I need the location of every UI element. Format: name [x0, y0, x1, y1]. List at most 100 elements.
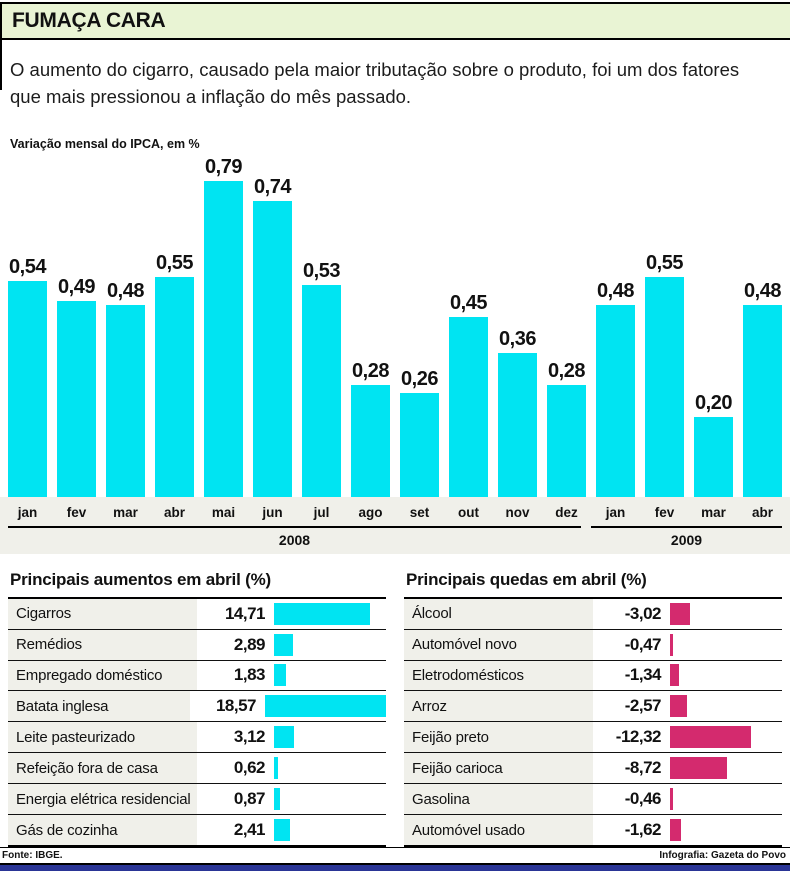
row-label: Feijão carioca [404, 753, 593, 784]
bar-value-label: 0,55 [646, 251, 683, 274]
row-bar-zone [661, 661, 782, 691]
intro-text: O aumento do cigarro, causado pela maior… [10, 59, 740, 107]
ipca-bar [645, 276, 684, 497]
row-bar-zone [661, 630, 782, 660]
row-bar-zone [265, 722, 386, 752]
ipca-bar [351, 384, 390, 497]
row-bar [670, 819, 681, 842]
row-value: -8,72 [624, 758, 662, 778]
row-bar [274, 726, 294, 749]
ipca-bar [8, 280, 47, 497]
row-label: Leite pasteurizado [8, 722, 197, 753]
bar-column: 0,49 [57, 153, 96, 497]
month-label: ago [358, 504, 383, 520]
row-bar-zone [661, 784, 782, 814]
source-credit: Fonte: IBGE. [2, 850, 63, 861]
row-value: 2,89 [233, 634, 266, 654]
row-bar [274, 633, 293, 656]
month-label: abr [751, 504, 773, 520]
row-label: Gasolina [404, 784, 593, 815]
table-row: Feijão carioca -8,72 [404, 752, 782, 784]
month-label: nov [505, 504, 530, 520]
row-bar-zone [265, 599, 386, 629]
row-label: Automóvel usado [404, 815, 593, 845]
bar-value-label: 0,79 [205, 155, 242, 178]
bar-value-label: 0,26 [401, 367, 438, 390]
bar-value-label: 0,49 [58, 275, 95, 298]
row-bar [670, 757, 727, 780]
month-label: set [409, 504, 430, 520]
increases-title: Principais aumentos em abril (%) [10, 569, 271, 589]
row-value: 1,83 [233, 665, 266, 685]
ipca-bar [596, 304, 635, 497]
decreases-title: Principais quedas em abril (%) [406, 569, 647, 589]
bar-value-label: 0,53 [303, 259, 340, 282]
month-label: jan [17, 504, 38, 520]
ipca-bar [302, 284, 341, 497]
month-label: abr [163, 504, 185, 520]
row-label: Batata inglesa [8, 691, 191, 722]
row-bar [670, 788, 673, 811]
row-bar-zone [661, 599, 782, 629]
row-bar-zone [661, 815, 782, 845]
table-row: Eletrodomésticos -1,34 [404, 659, 782, 691]
bar-column: 0,48 [106, 153, 145, 497]
month-label: jun [262, 504, 283, 520]
bar-column: 0,74 [253, 153, 292, 497]
row-label: Arroz [404, 691, 593, 722]
header: FUMAÇA CARA [0, 2, 790, 40]
row-bar [670, 726, 751, 749]
row-bar [670, 602, 690, 625]
decreases-rows: Álcool -3,02 Automóvel novo -0,47 Eletrodomé… [404, 596, 782, 847]
row-value: 0,87 [233, 789, 266, 809]
row-bar-zone [661, 753, 782, 783]
table-row: Arroz -2,57 [404, 690, 782, 722]
month-label: jan [605, 504, 626, 520]
month-label: dez [555, 504, 578, 520]
bar-column: 0,48 [743, 153, 782, 497]
row-label: Refeição fora de casa [8, 753, 197, 784]
row-label: Eletrodomésticos [404, 660, 593, 691]
row-label: Cigarros [8, 598, 197, 629]
year-axis: 2008 2009 [8, 525, 782, 548]
ipca-bar [204, 180, 243, 497]
bar-value-label: 0,54 [9, 255, 46, 278]
table-row: Remédios 2,89 [8, 628, 386, 660]
row-value: -3,02 [624, 603, 662, 623]
row-bar [670, 664, 679, 687]
table-row: Feijão preto -12,32 [404, 721, 782, 753]
table-row: Automóvel usado -1,62 [404, 814, 782, 845]
table-row: Automóvel novo -0,47 [404, 628, 782, 660]
ipca-bar [106, 304, 145, 497]
bar-column: 0,26 [400, 153, 439, 497]
row-bar-zone [265, 784, 386, 814]
table-row: Gás de cozinha 2,41 [8, 814, 386, 845]
bar-column: 0,54 [8, 153, 47, 497]
row-bar-zone [265, 753, 386, 783]
row-value: 0,62 [233, 758, 266, 778]
bar-value-label: 0,48 [107, 279, 144, 302]
ipca-bar [400, 392, 439, 497]
row-label: Remédios [8, 629, 197, 660]
row-bar-zone [265, 661, 386, 691]
month-label: jul [313, 504, 330, 520]
row-bar [274, 664, 286, 687]
table-row: Gasolina -0,46 [404, 783, 782, 815]
bar-value-label: 0,45 [450, 291, 487, 314]
ipca-bar [449, 316, 488, 497]
bar-value-label: 0,55 [156, 251, 193, 274]
ipca-bar [743, 304, 782, 497]
row-bar [274, 757, 278, 780]
row-bar [265, 695, 386, 718]
row-label: Álcool [404, 598, 593, 629]
row-bar-zone [661, 691, 782, 721]
bar-column: 0,45 [449, 153, 488, 497]
bar-value-label: 0,28 [352, 359, 389, 382]
row-value: -2,57 [624, 696, 662, 716]
bar-column: 0,48 [596, 153, 635, 497]
month-axis: jan fev mar abr mai jun jul ago set out nov dez jan f… [8, 501, 782, 526]
bar-value-label: 0,28 [548, 359, 585, 382]
row-bar [670, 695, 687, 718]
row-value: 2,41 [233, 820, 266, 840]
bar-value-label: 0,74 [254, 175, 291, 198]
